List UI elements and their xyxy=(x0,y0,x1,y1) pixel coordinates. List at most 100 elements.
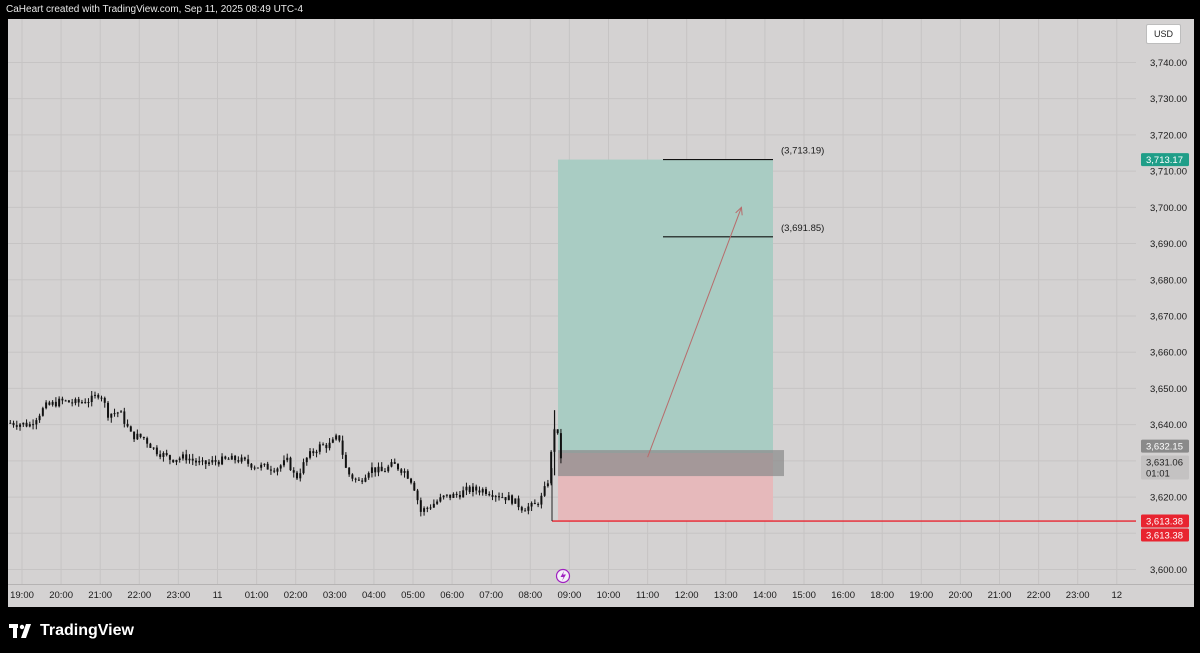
candle-body xyxy=(90,395,93,403)
time-tick-label: 10:00 xyxy=(597,590,621,601)
candle-body xyxy=(383,471,386,473)
price-badge-text: 3,613.38 xyxy=(1146,531,1183,542)
candle-body xyxy=(416,490,419,501)
time-tick-label: 21:00 xyxy=(88,590,112,601)
candle-body xyxy=(93,394,96,396)
candle-body xyxy=(471,486,474,492)
candle-body xyxy=(38,415,41,421)
candle-body xyxy=(507,495,510,501)
candle-body xyxy=(9,422,12,424)
candle-body xyxy=(410,478,413,483)
annotations: (3,713.19) (3,691.85) xyxy=(555,146,824,584)
candle-body xyxy=(328,442,331,449)
time-tick-label: 15:00 xyxy=(792,590,816,601)
candle-body xyxy=(35,420,38,425)
candle-body xyxy=(540,495,543,505)
candle-body xyxy=(393,462,396,464)
candle-body xyxy=(129,426,132,432)
candle-body xyxy=(289,457,292,471)
candle-body xyxy=(282,460,285,466)
candle-body xyxy=(230,455,233,460)
candle-body xyxy=(120,411,123,413)
price-badge-target xyxy=(1141,153,1189,167)
candle-body xyxy=(452,493,455,498)
candle-body xyxy=(354,478,357,480)
time-tick-label: 13:00 xyxy=(714,590,738,601)
candle-body xyxy=(530,502,533,507)
candle-body xyxy=(74,399,77,404)
candle-body xyxy=(364,477,367,482)
candle-body xyxy=(501,497,504,499)
candle-body xyxy=(374,467,377,473)
candle-body xyxy=(556,429,559,434)
candle-body xyxy=(419,500,422,512)
candle-body xyxy=(178,458,181,460)
candle-body xyxy=(165,452,168,456)
candle-body xyxy=(201,460,204,462)
brand-name: TradingView xyxy=(40,622,134,639)
price-tick-label: 3,660.00 xyxy=(1150,348,1187,359)
candle-body xyxy=(116,412,119,414)
time-tick-label: 16:00 xyxy=(831,590,855,601)
candle-body xyxy=(455,493,458,495)
price-badge-text: 3,713.17 xyxy=(1146,155,1183,166)
candle-body xyxy=(237,460,240,462)
candle-body xyxy=(211,460,214,463)
candle-body xyxy=(97,394,100,398)
candle-body xyxy=(370,467,373,473)
price-chart[interactable]: (3,713.19) (3,691.85) 3,600.003,610.003,6… xyxy=(8,19,1194,607)
candle-body xyxy=(559,433,562,459)
candle-body xyxy=(175,459,178,463)
candle-body xyxy=(260,464,263,468)
time-tick-label: 12:00 xyxy=(675,590,699,601)
candle-body xyxy=(397,463,400,470)
candle-body xyxy=(520,507,523,511)
tradingview-logo[interactable]: TradingView xyxy=(9,622,134,640)
time-tick-label: 07:00 xyxy=(479,590,503,601)
candle-body xyxy=(110,413,113,418)
price-tick-label: 3,670.00 xyxy=(1150,311,1187,322)
lightning-icon xyxy=(555,568,571,584)
time-tick-label: 04:00 xyxy=(362,590,386,601)
time-tick-label: 11 xyxy=(213,590,223,601)
time-tick-label: 14:00 xyxy=(753,590,777,601)
candle-body xyxy=(54,401,57,407)
candle-body xyxy=(344,454,347,468)
candle-body xyxy=(322,444,325,446)
time-tick-label: 02:00 xyxy=(284,590,308,601)
tradingview-logo-icon xyxy=(9,624,31,638)
candle-body xyxy=(243,457,246,460)
candle-body xyxy=(234,455,237,461)
candle-body xyxy=(64,400,67,402)
chart-area[interactable]: (3,713.19) (3,691.85) 3,600.003,610.003,6… xyxy=(8,19,1194,607)
candle-body xyxy=(468,486,471,492)
candle-body xyxy=(361,480,364,482)
candle-body xyxy=(217,461,220,465)
candle-body xyxy=(445,494,448,496)
time-tick-label: 19:00 xyxy=(10,590,34,601)
candle-body xyxy=(429,507,432,509)
candle-body xyxy=(32,424,35,426)
candle-body xyxy=(142,436,145,439)
price-tick-label: 3,680.00 xyxy=(1150,275,1187,286)
candle-body xyxy=(335,435,338,440)
currency-button[interactable]: USD xyxy=(1146,24,1181,44)
candle-body xyxy=(312,451,315,454)
time-axis: 19:00 20:00 21:00 22:00 23:00 11 01:00 02:00 03:… xyxy=(10,590,1122,601)
projection-arrow xyxy=(647,207,742,458)
candle-body xyxy=(204,460,207,465)
time-tick-label: 11:00 xyxy=(636,590,659,601)
entry-box xyxy=(558,450,784,477)
candle-body xyxy=(543,486,546,496)
target-zone xyxy=(558,159,773,454)
candle-body xyxy=(331,439,334,443)
candle-body xyxy=(432,503,435,508)
time-tick-label: 09:00 xyxy=(558,590,582,601)
time-tick-label: 03:00 xyxy=(323,590,347,601)
price-tick-label: 3,620.00 xyxy=(1150,493,1187,504)
price-tick-label: 3,740.00 xyxy=(1150,58,1187,69)
candle-body xyxy=(449,494,452,498)
time-tick-label: 05:00 xyxy=(401,590,425,601)
chart-attribution: CaHeart created with TradingView.com, Se… xyxy=(6,4,304,15)
candle-body xyxy=(45,402,48,409)
